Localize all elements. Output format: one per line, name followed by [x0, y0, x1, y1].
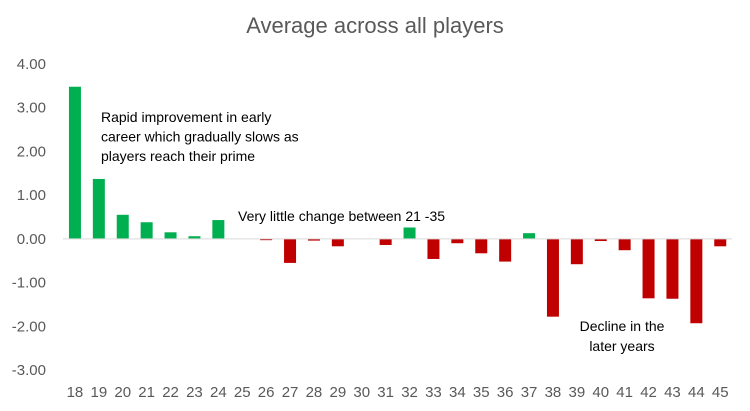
x-tick-label: 18	[67, 384, 84, 401]
bar	[594, 238, 607, 242]
bar	[307, 238, 320, 241]
x-tick-label: 20	[114, 384, 131, 401]
bar	[666, 238, 679, 299]
annotation: Very little change between 21 -35	[238, 208, 445, 224]
x-tick-label: 45	[712, 384, 729, 401]
x-tick-label: 44	[688, 384, 705, 401]
y-tick-label: -2.00	[12, 318, 46, 335]
x-tick-label: 24	[210, 384, 227, 401]
x-tick-label: 23	[186, 384, 203, 401]
x-tick-label: 35	[473, 384, 490, 401]
bar	[690, 238, 703, 324]
x-axis-ticks: 18 19 20 21 22 23 24 25 26 27 28 29 30 31 32 33 34 35 36 37…	[67, 384, 729, 401]
bar	[427, 238, 440, 259]
x-tick-label: 36	[497, 384, 514, 401]
bar	[92, 178, 105, 239]
bar	[284, 238, 297, 263]
x-tick-label: 25	[234, 384, 251, 401]
x-tick-label: 38	[545, 384, 562, 401]
bar	[642, 238, 655, 299]
chart-title: Average across all players	[246, 13, 504, 38]
bar	[260, 238, 273, 241]
x-tick-label: 41	[616, 384, 633, 401]
x-tick-label: 37	[521, 384, 538, 401]
bar	[164, 232, 177, 239]
annotations: Rapid improvement in early career which g…	[101, 109, 665, 354]
x-tick-label: 30	[353, 384, 370, 401]
annotation: Rapid improvement in early career which g…	[101, 109, 299, 164]
x-tick-label: 26	[258, 384, 275, 401]
x-tick-label: 28	[306, 384, 323, 401]
y-tick-label: 4.00	[17, 56, 46, 73]
x-tick-label: 21	[138, 384, 155, 401]
bar	[499, 238, 512, 262]
bar	[331, 238, 344, 247]
y-axis-ticks: 4.00 3.00 2.00 1.00 0.00 -1.00 -2.00 -3.00	[12, 56, 46, 379]
y-tick-label: -1.00	[12, 275, 46, 292]
x-tick-label: 27	[282, 384, 299, 401]
bar	[116, 214, 129, 239]
bar	[188, 236, 201, 239]
x-tick-label: 19	[91, 384, 108, 401]
x-tick-label: 42	[640, 384, 657, 401]
x-tick-label: 22	[162, 384, 179, 401]
bar	[379, 238, 392, 245]
x-tick-label: 39	[569, 384, 586, 401]
bar	[451, 238, 464, 244]
bar	[68, 86, 81, 239]
y-tick-label: 0.00	[17, 231, 46, 248]
bar	[570, 238, 583, 265]
y-tick-label: 3.00	[17, 100, 46, 117]
x-tick-label: 32	[401, 384, 418, 401]
bar	[546, 238, 559, 317]
bar	[714, 238, 727, 247]
bar	[475, 238, 488, 254]
y-tick-label: 2.00	[17, 143, 46, 160]
y-tick-label: -3.00	[12, 362, 46, 379]
x-tick-label: 29	[330, 384, 347, 401]
y-tick-label: 1.00	[17, 187, 46, 204]
bar-series	[68, 86, 727, 324]
x-tick-label: 33	[425, 384, 442, 401]
bar	[140, 222, 153, 239]
x-tick-label: 31	[377, 384, 394, 401]
x-tick-label: 34	[449, 384, 466, 401]
x-tick-label: 43	[664, 384, 681, 401]
annotation: Decline in the later years	[580, 318, 665, 354]
bar	[403, 227, 416, 239]
bar	[618, 238, 631, 251]
x-tick-label: 40	[592, 384, 609, 401]
bar	[212, 220, 225, 239]
bar	[523, 233, 536, 239]
